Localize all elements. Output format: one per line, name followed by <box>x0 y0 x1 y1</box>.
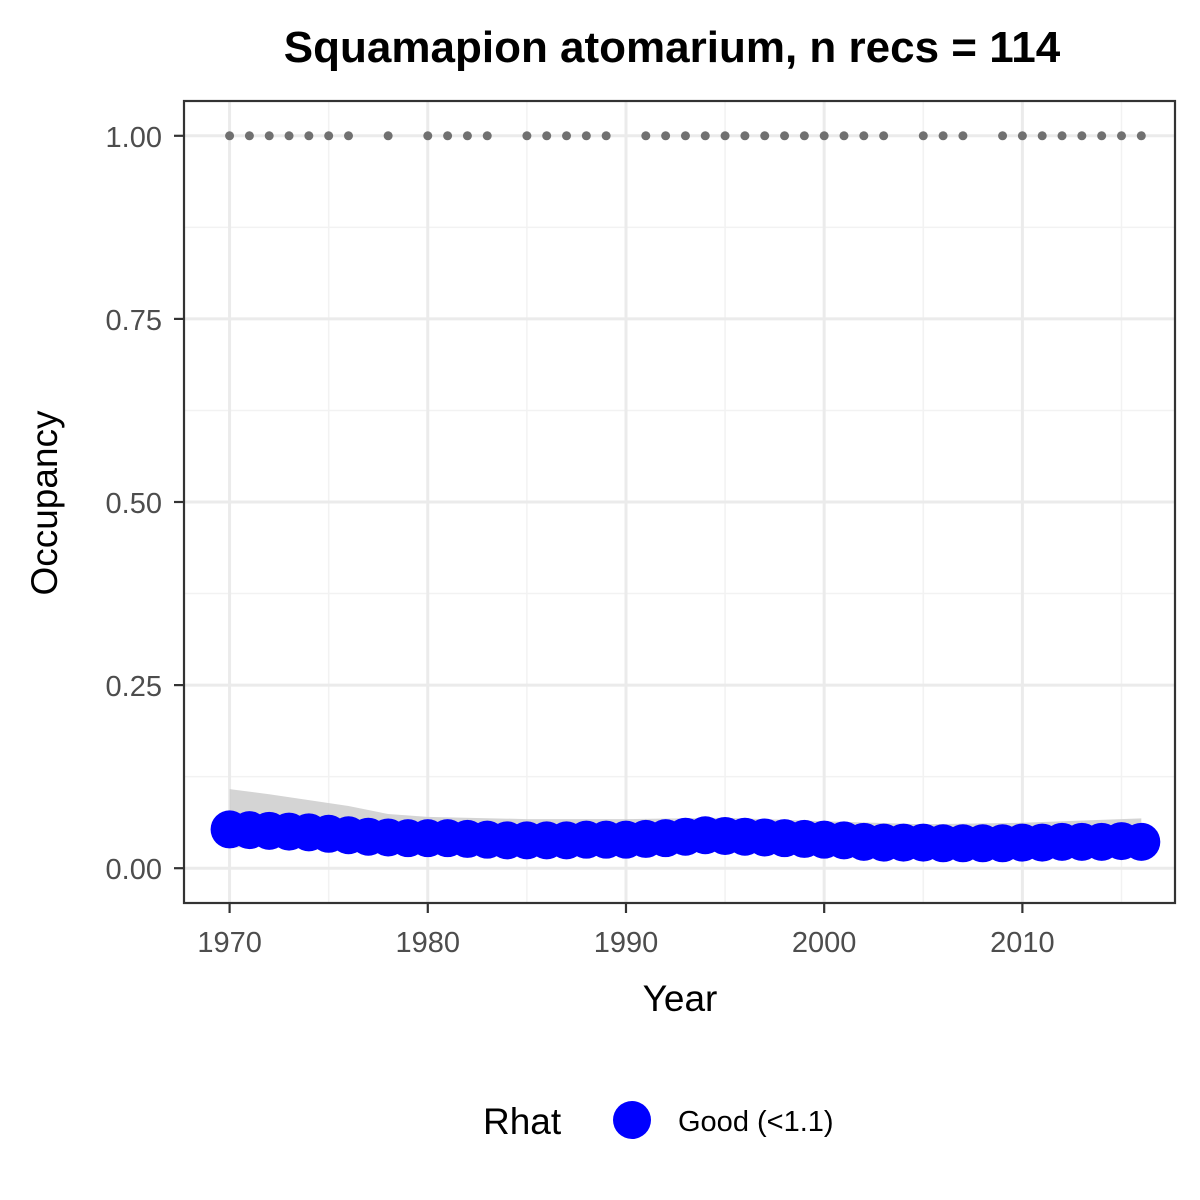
legend-label-good: Good (<1.1) <box>678 1106 834 1138</box>
record-point <box>819 131 829 141</box>
x-tick-label: 1990 <box>594 927 659 959</box>
record-point <box>383 131 393 141</box>
record-point <box>879 131 889 141</box>
record-point <box>482 131 492 141</box>
record-point <box>264 131 274 141</box>
record-point <box>562 131 572 141</box>
record-point <box>1136 131 1146 141</box>
y-tick-label: 0.25 <box>106 671 162 703</box>
x-tick-label: 2000 <box>792 927 857 959</box>
record-point <box>522 131 532 141</box>
y-tick-label: 0.75 <box>106 305 162 337</box>
record-point <box>641 131 651 141</box>
record-point <box>423 131 433 141</box>
y-axis-title: Occupancy <box>24 410 65 596</box>
record-point <box>601 131 611 141</box>
record-point <box>1116 131 1126 141</box>
record-point <box>859 131 869 141</box>
record-point <box>443 131 453 141</box>
record-point <box>1077 131 1087 141</box>
record-point <box>284 131 294 141</box>
y-tick-label: 1.00 <box>106 122 162 154</box>
record-point <box>1037 131 1047 141</box>
x-axis-title: Year <box>643 978 718 1019</box>
record-point <box>244 131 254 141</box>
record-point <box>938 131 948 141</box>
chart-title: Squamapion atomarium, n recs = 114 <box>284 23 1061 72</box>
record-point <box>225 131 235 141</box>
y-tick-label: 0.50 <box>106 488 162 520</box>
record-point <box>680 131 690 141</box>
record-point <box>1057 131 1067 141</box>
record-point <box>661 131 671 141</box>
y-tick-label: 0.00 <box>106 854 162 886</box>
record-point <box>780 131 790 141</box>
plot-area: 1970 1980 1990 2000 2010 0.00 0.25 0.50 0.75 1.00 <box>106 99 1177 959</box>
record-point <box>324 131 334 141</box>
record-point <box>799 131 809 141</box>
record-point <box>700 131 710 141</box>
record-point <box>998 131 1008 141</box>
legend: Rhat Good (<1.1) <box>483 1101 834 1142</box>
record-point <box>720 131 730 141</box>
record-point <box>1017 131 1027 141</box>
record-point <box>918 131 928 141</box>
record-point <box>760 131 770 141</box>
x-tick-label: 1970 <box>197 927 262 959</box>
record-point <box>740 131 750 141</box>
record-point <box>958 131 968 141</box>
x-tick-label: 1980 <box>396 927 461 959</box>
legend-title: Rhat <box>483 1101 562 1142</box>
x-tick-label: 2010 <box>990 927 1055 959</box>
record-point <box>1097 131 1107 141</box>
record-point <box>542 131 552 141</box>
occupancy-point <box>1122 822 1161 861</box>
record-point <box>839 131 849 141</box>
record-point <box>581 131 591 141</box>
record-point <box>304 131 314 141</box>
record-point <box>462 131 472 141</box>
legend-key-good <box>613 1101 651 1139</box>
record-point <box>344 131 354 141</box>
